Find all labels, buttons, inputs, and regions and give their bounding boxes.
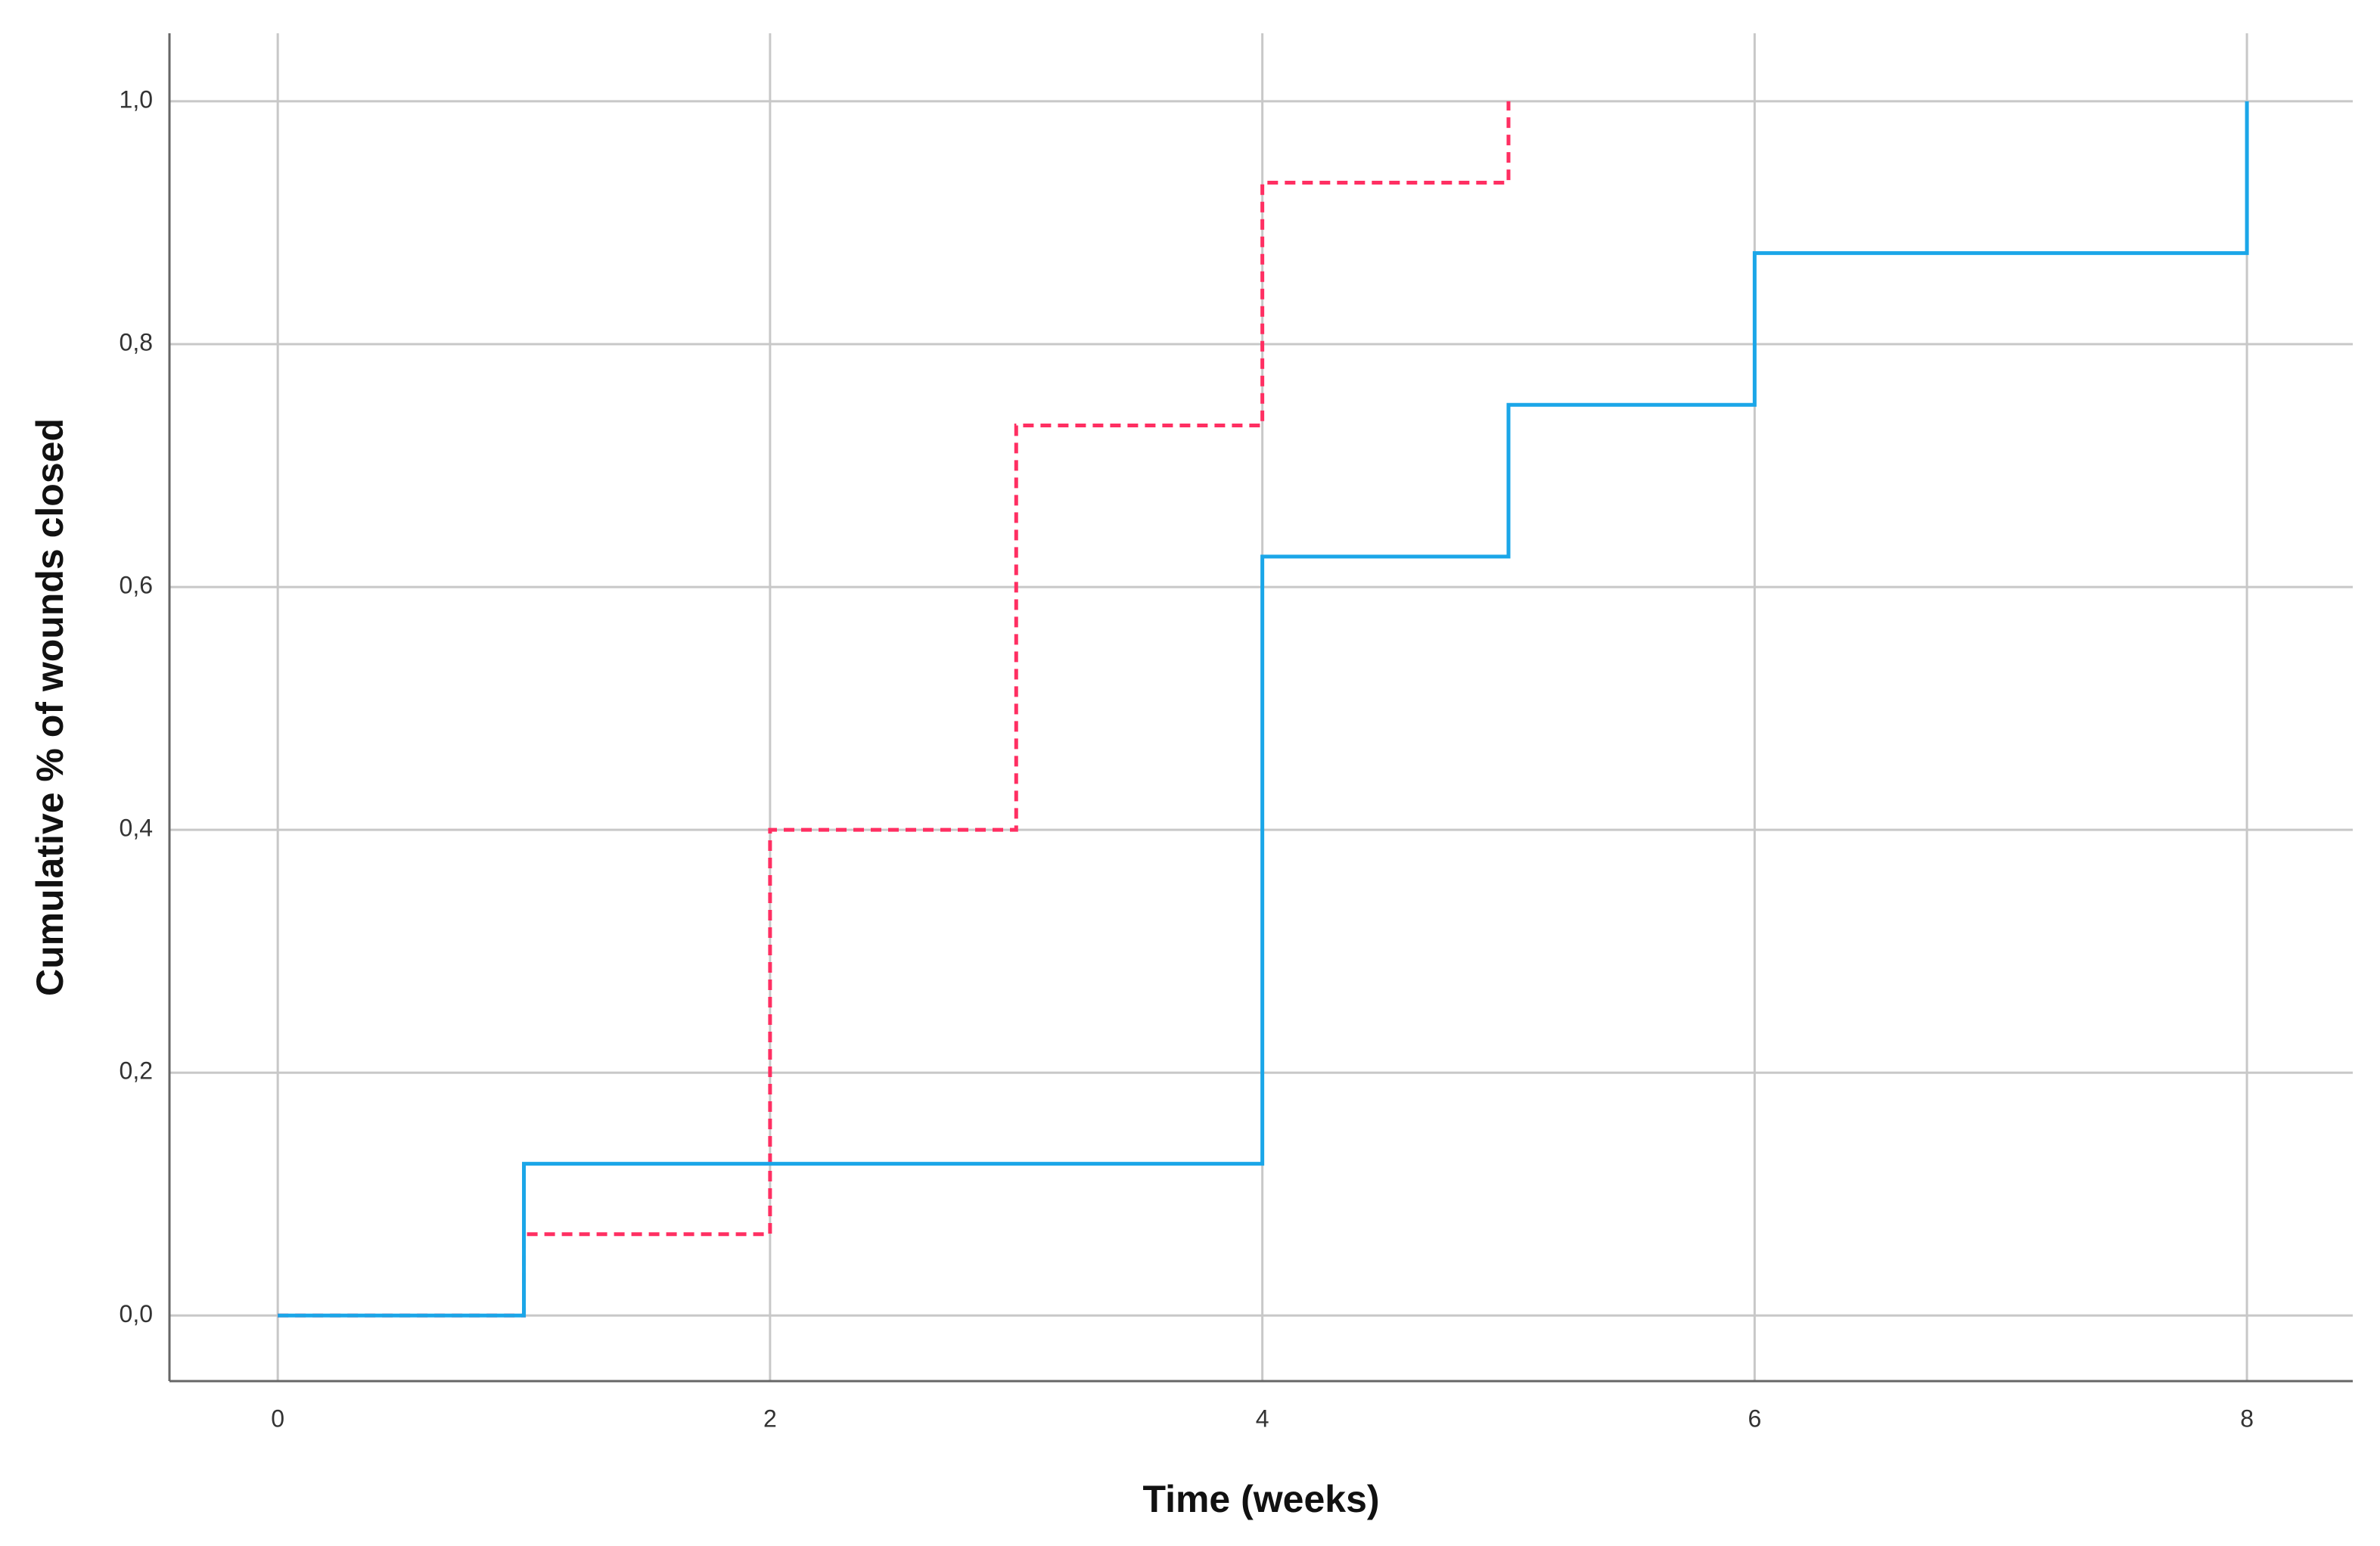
x-tick-label: 8 [2240, 1405, 2254, 1432]
y-tick-label: 1,0 [120, 85, 153, 113]
x-tick-label: 6 [1748, 1405, 1761, 1432]
step-line [278, 101, 2249, 1318]
y-tick-label: 0,4 [120, 815, 153, 842]
x-tick-label: 4 [1256, 1405, 1269, 1432]
y-axis-title: Cumulative % of wounds closed [29, 418, 71, 996]
step-line [278, 101, 1511, 1318]
y-tick-label: 0,0 [120, 1300, 153, 1327]
y-tick-label: 0,2 [120, 1057, 153, 1085]
x-tick-label: 2 [763, 1405, 777, 1432]
y-tick-label: 0,6 [120, 572, 153, 599]
x-tick-label: 0 [271, 1405, 284, 1432]
y-tick-label: 0,8 [120, 328, 153, 355]
x-axis-title: Time (weeks) [1142, 1478, 1379, 1520]
